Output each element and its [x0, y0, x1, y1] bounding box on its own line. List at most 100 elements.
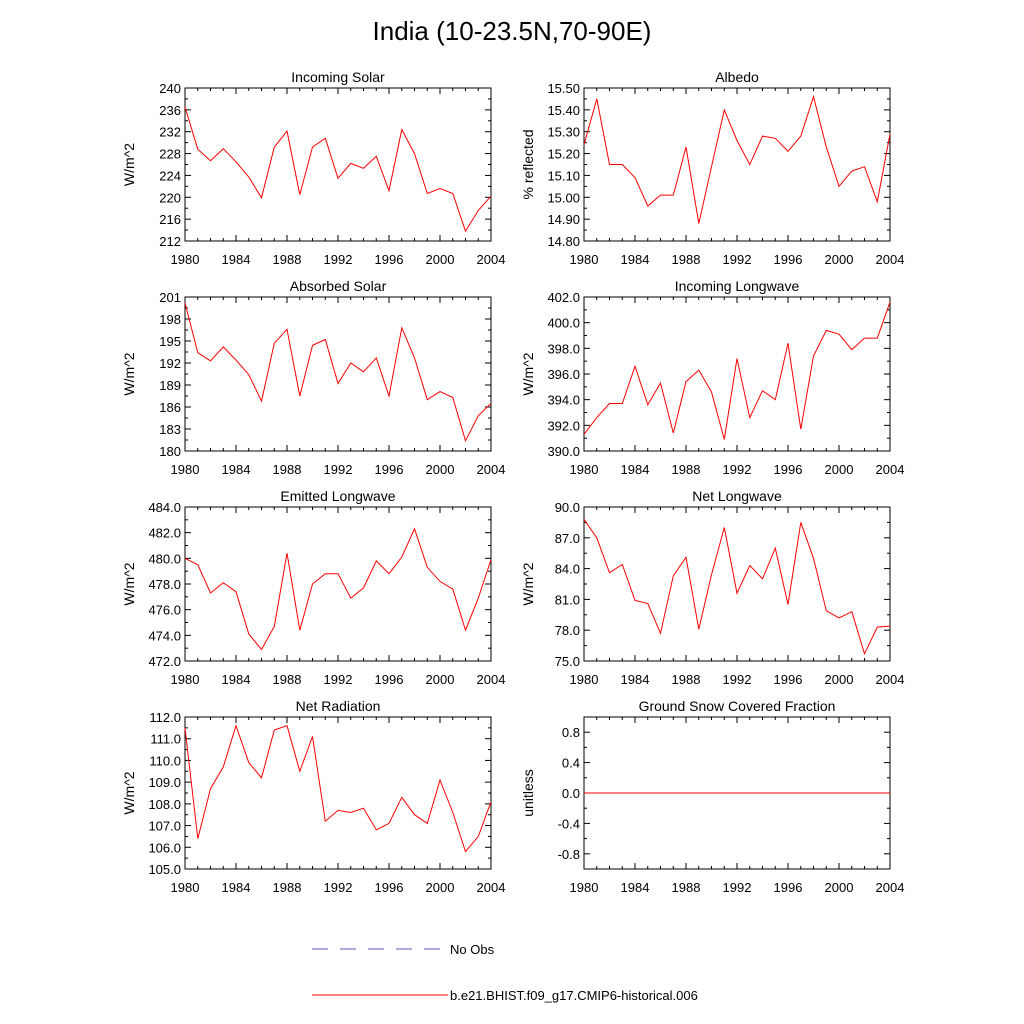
y-tick-label: 472.0 [148, 654, 181, 669]
x-tick-label: 1980 [171, 880, 200, 895]
series-line [583, 301, 891, 440]
y-tick-label: 180 [159, 444, 181, 459]
x-tick-label: 1984 [621, 672, 650, 687]
y-tick-label: 183 [159, 422, 181, 437]
y-tick-label: 15.50 [547, 81, 580, 96]
y-tick-label: 81.0 [555, 592, 580, 607]
y-tick-label: 15.30 [547, 125, 580, 140]
plot-frame [583, 506, 891, 662]
y-tick-label: 476.0 [148, 603, 181, 618]
y-tick-label: 482.0 [148, 526, 181, 541]
y-tick-label: 189 [159, 378, 181, 393]
y-tick-label: 15.10 [547, 168, 580, 183]
y-tick-label: 402.0 [547, 290, 580, 305]
y-tick-label: 90.0 [555, 500, 580, 515]
y-axis-label: % reflected [520, 129, 536, 199]
y-tick-label: 87.0 [555, 531, 580, 546]
y-tick-label: -0.4 [558, 816, 580, 831]
x-tick-label: 1980 [570, 672, 599, 687]
x-tick-label: 1996 [375, 672, 404, 687]
panel-2: Albedo 1980 1984 1988 1992 1996 2000 2004 14.80 1… [520, 69, 904, 267]
x-tick-label: 1988 [273, 462, 302, 477]
y-tick-label: 236 [159, 103, 181, 118]
y-tick-label: 111.0 [150, 732, 181, 747]
y-tick-label: -0.8 [558, 847, 580, 862]
panel-title: Incoming Longwave [675, 278, 800, 294]
y-tick-label: 14.90 [547, 212, 580, 227]
plot-frame [184, 296, 492, 452]
y-tick-label: 14.80 [547, 234, 580, 249]
x-tick-label: 2000 [825, 880, 854, 895]
x-tick-label: 1996 [774, 252, 803, 267]
x-tick-label: 1996 [375, 462, 404, 477]
y-tick-label: 15.00 [547, 190, 580, 205]
panel-title: Net Radiation [296, 698, 381, 714]
x-tick-label: 1992 [723, 462, 752, 477]
y-tick-label: 0.4 [562, 756, 580, 771]
x-tick-label: 1984 [222, 252, 251, 267]
y-tick-label: 192 [159, 356, 181, 371]
x-tick-label: 1980 [171, 252, 200, 267]
panel-title: Net Longwave [692, 488, 782, 504]
y-tick-label: 478.0 [148, 577, 181, 592]
panel-title: Absorbed Solar [290, 278, 387, 294]
plot-frame [583, 296, 891, 452]
x-tick-label: 2004 [477, 462, 506, 477]
y-tick-label: 75.0 [555, 654, 580, 669]
y-tick-label: 109.0 [148, 775, 181, 790]
panel-4: Incoming Longwave 1980 1984 1988 1992 1996 200… [520, 278, 904, 477]
x-tick-label: 1980 [570, 880, 599, 895]
x-tick-label: 2004 [876, 462, 905, 477]
series-line [184, 724, 492, 853]
y-axis-label: W/m^2 [121, 143, 137, 186]
y-axis-label: W/m^2 [520, 352, 536, 395]
y-tick-label: 212 [159, 234, 181, 249]
y-tick-label: 484.0 [148, 500, 181, 515]
x-tick-label: 2000 [426, 880, 455, 895]
x-tick-label: 1988 [672, 462, 701, 477]
series-line [583, 519, 891, 656]
y-tick-label: 224 [159, 168, 181, 183]
x-tick-label: 1992 [723, 252, 752, 267]
y-tick-label: 216 [159, 212, 181, 227]
x-tick-label: 2004 [477, 880, 506, 895]
panel-6: Net Longwave 1980 1984 1988 1992 1996 2000 2004… [520, 488, 904, 687]
x-tick-label: 1996 [774, 462, 803, 477]
x-tick-label: 1988 [273, 252, 302, 267]
y-tick-label: 392.0 [547, 418, 580, 433]
panels: Incoming Solar 1980 1984 1988 1992 1996 2000 20… [121, 69, 904, 895]
x-tick-label: 1992 [324, 252, 353, 267]
y-tick-label: 400.0 [547, 316, 580, 331]
y-tick-label: 105.0 [148, 862, 181, 877]
x-tick-label: 2000 [426, 462, 455, 477]
x-tick-label: 1980 [171, 672, 200, 687]
y-tick-label: 15.40 [547, 103, 580, 118]
y-tick-label: 480.0 [148, 551, 181, 566]
y-tick-label: 394.0 [547, 393, 580, 408]
y-tick-label: 232 [159, 125, 181, 140]
panel-title: Albedo [715, 69, 759, 85]
y-tick-label: 240 [159, 81, 181, 96]
x-tick-label: 1996 [774, 672, 803, 687]
y-axis-label: W/m^2 [121, 562, 137, 605]
y-tick-label: 396.0 [547, 367, 580, 382]
panel-title: Emitted Longwave [280, 488, 395, 504]
y-tick-label: 198 [159, 312, 181, 327]
panel-1: Incoming Solar 1980 1984 1988 1992 1996 2000 20… [121, 69, 505, 267]
x-tick-label: 1992 [324, 462, 353, 477]
x-tick-label: 1980 [570, 462, 599, 477]
x-tick-label: 2004 [876, 672, 905, 687]
x-tick-label: 1992 [324, 880, 353, 895]
series-line [184, 302, 492, 443]
x-tick-label: 1988 [273, 672, 302, 687]
panel-title: Incoming Solar [291, 69, 385, 85]
x-tick-label: 1984 [621, 880, 650, 895]
y-axis-label: unitless [520, 769, 536, 816]
x-tick-label: 1996 [375, 880, 404, 895]
x-tick-label: 2000 [825, 462, 854, 477]
legend-model-label: b.e21.BHIST.f09_g17.CMIP6-historical.006 [450, 988, 698, 1003]
x-tick-label: 2000 [426, 672, 455, 687]
x-tick-label: 2000 [825, 672, 854, 687]
y-tick-label: 108.0 [148, 797, 181, 812]
